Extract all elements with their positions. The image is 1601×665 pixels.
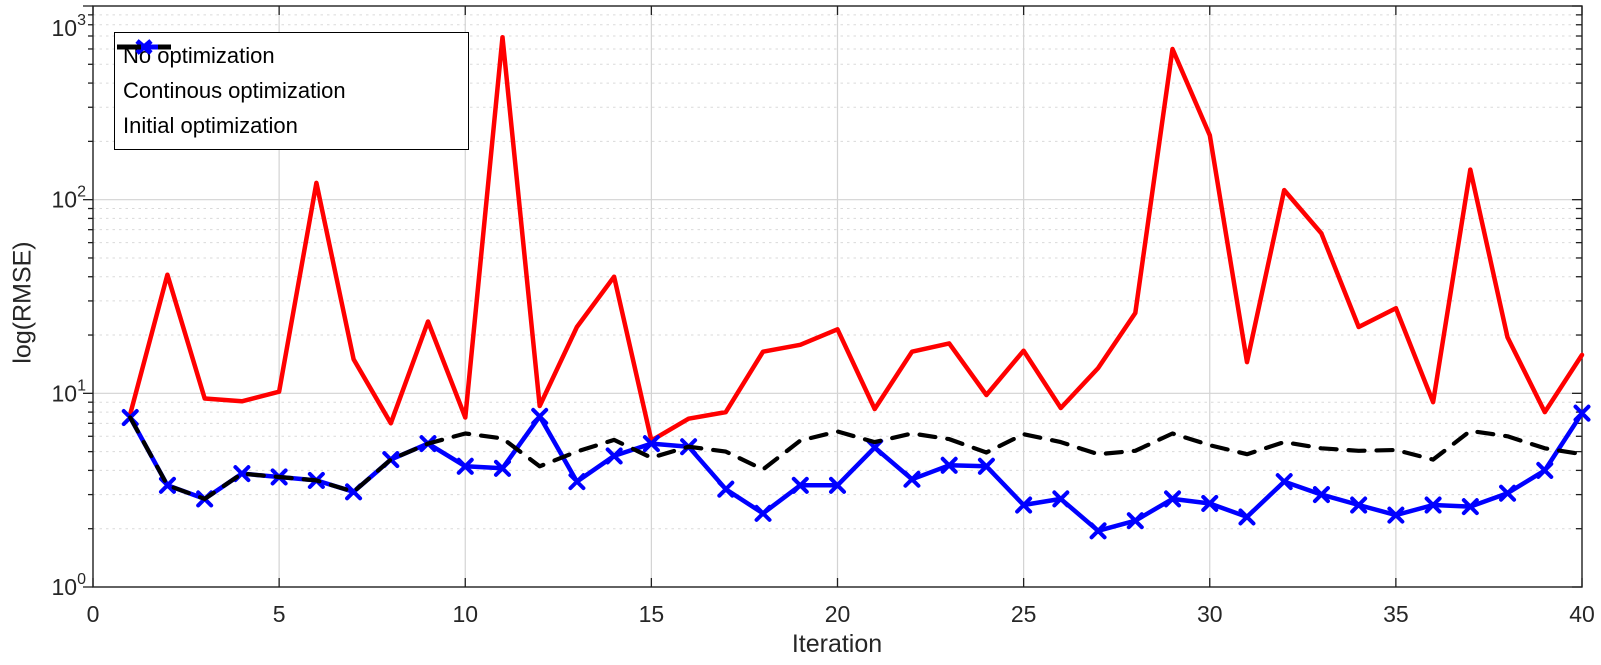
legend-label: Continous optimization (123, 77, 346, 103)
legend-label: No optimization (123, 43, 275, 69)
x-tick-label: 30 (1197, 601, 1223, 627)
axes (83, 5, 1583, 588)
x-markers (121, 404, 1591, 540)
legend-label: Initial optimization (123, 112, 298, 138)
y-tick-label: 101 (52, 377, 87, 406)
legend-item-continous-optimization: Continous optimization (117, 39, 468, 107)
series-no-optimization (127, 34, 1585, 443)
x-axis-label: Iteration (791, 630, 883, 658)
legend: No optimization Continous optimization I… (114, 32, 469, 150)
x-tick-label: 25 (1011, 601, 1037, 627)
x-tick-label: 15 (639, 601, 665, 627)
y-tick-label: 103 (52, 12, 87, 41)
x-tick-label: 10 (452, 601, 478, 627)
series-continous-optimization (121, 404, 1591, 540)
x-tick-label: 5 (273, 601, 286, 627)
y-axis-label: log(RMSE) (8, 241, 37, 364)
x-tick-label: 35 (1383, 601, 1409, 627)
y-tick-label: 102 (52, 184, 87, 213)
y-tick-label: 100 (52, 571, 87, 600)
x-tick-label: 40 (1569, 601, 1595, 627)
black-dashed-line-icon (117, 44, 171, 50)
x-tick-label: 0 (87, 601, 100, 627)
legend-item-initial-optimization: Initial optimization (117, 44, 468, 142)
tick-labels: 0 5 10 15 20 25 30 35 40 100 101 102 103 (52, 12, 1595, 627)
legend-item-no-optimization: No optimization (117, 40, 468, 72)
x-tick-label: 20 (825, 601, 851, 627)
